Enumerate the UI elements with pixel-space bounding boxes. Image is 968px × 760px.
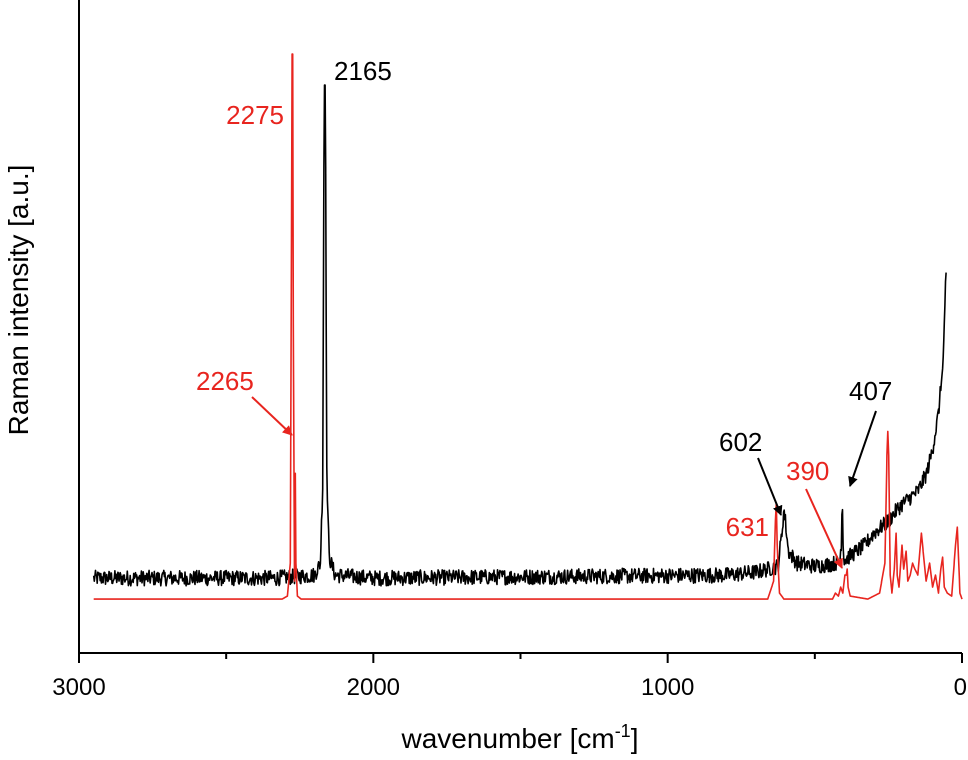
x-tick-label: 2000 <box>347 674 400 701</box>
y-axis-title: Raman intensity [a.u.] <box>3 165 34 436</box>
x-axis-ticks <box>78 653 963 663</box>
x-tick-label: 0 <box>954 674 967 701</box>
x-axis-title: wavenumber [cm-1] <box>401 721 639 754</box>
peak-label-390: 390 <box>786 456 829 486</box>
series-layer <box>92 53 963 600</box>
arrow-407 <box>848 410 877 487</box>
x-tick-label: 1000 <box>641 674 694 701</box>
peak-label-2265: 2265 <box>196 366 254 396</box>
peak-label-2165: 2165 <box>334 56 392 86</box>
peak-label-2275: 2275 <box>226 100 284 130</box>
x-axis-tick-labels: 3000 2000 1000 0 <box>52 674 967 701</box>
series-line-black <box>92 84 947 587</box>
peak-label-407: 407 <box>849 376 892 406</box>
x-tick-label: 3000 <box>52 674 105 701</box>
arrow-390 <box>805 488 843 569</box>
arrow-602 <box>757 457 783 516</box>
arrow-2265 <box>251 396 293 436</box>
x-axis-title-superscript: -1 <box>615 721 631 741</box>
peak-label-602: 602 <box>719 427 762 457</box>
peak-label-631: 631 <box>726 512 769 542</box>
series-line-red <box>93 53 963 600</box>
